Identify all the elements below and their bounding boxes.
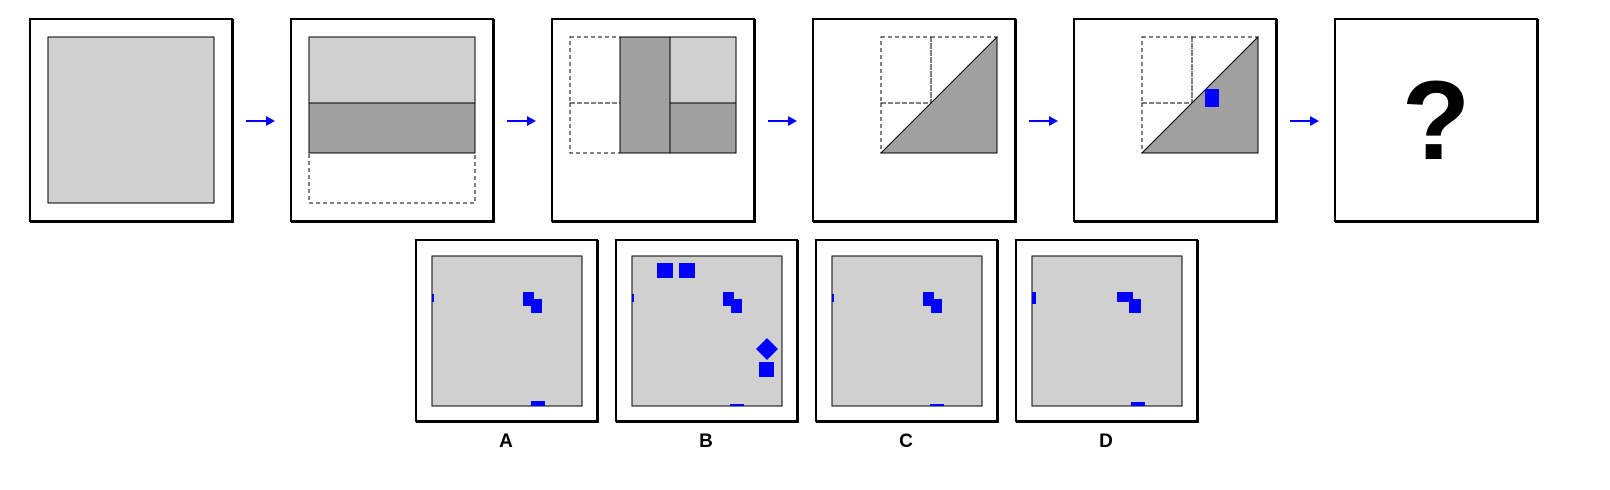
full-gray-square	[47, 36, 215, 204]
hole	[657, 263, 673, 278]
sequence-panel-question: ?	[1334, 18, 1538, 222]
hole	[931, 299, 942, 313]
option-d-label: D	[1099, 431, 1113, 452]
panel-4-figure	[879, 35, 998, 154]
sequence-panel-1	[29, 18, 233, 222]
punched-hole	[1205, 89, 1219, 107]
folded-triangle	[1140, 35, 1259, 154]
hole	[731, 299, 742, 313]
option-b-label: B	[699, 431, 713, 452]
hole	[759, 362, 774, 377]
hole	[923, 292, 934, 306]
hole	[723, 292, 734, 306]
hole	[432, 294, 434, 302]
folded-triangle	[879, 35, 998, 154]
panel-1-figure	[47, 36, 215, 204]
hole	[930, 404, 944, 406]
hole	[832, 294, 834, 302]
right-arrow-icon	[1290, 116, 1319, 126]
hole	[531, 299, 542, 313]
sequence-panel-2	[290, 18, 494, 222]
option-d-panel[interactable]	[1015, 239, 1198, 422]
option-c-figure	[831, 255, 983, 407]
right-arrow-icon	[768, 116, 797, 126]
right-dark-cell	[669, 102, 737, 154]
hole	[730, 404, 744, 406]
folded-away-outline	[308, 152, 476, 204]
hole	[632, 294, 634, 302]
top-light-band	[308, 36, 476, 104]
sequence-panel-3	[551, 18, 755, 222]
option-c-label: C	[899, 431, 913, 452]
hole	[756, 338, 778, 360]
right-arrow-icon	[1029, 116, 1058, 126]
sequence-panel-5	[1073, 18, 1277, 222]
option-b-figure	[631, 255, 783, 407]
hole	[679, 263, 695, 278]
option-a-label: A	[499, 431, 513, 452]
question-mark: ?	[1401, 57, 1471, 183]
panel-3-figure	[569, 36, 737, 154]
sequence-panel-4	[812, 18, 1016, 222]
option-b-panel[interactable]	[615, 239, 798, 422]
option-d-figure	[1031, 255, 1183, 407]
hole	[1131, 402, 1145, 406]
hole	[523, 292, 534, 306]
option-a-figure	[431, 255, 583, 407]
panel-5-figure	[1140, 35, 1259, 154]
right-arrow-icon	[246, 116, 275, 126]
hole	[1117, 292, 1133, 302]
hole	[1032, 292, 1036, 304]
option-a-panel[interactable]	[415, 239, 598, 422]
center-dark-column	[619, 36, 671, 154]
right-arrow-icon	[507, 116, 536, 126]
right-light-cell	[669, 36, 737, 104]
hole	[531, 401, 545, 406]
panel-2-figure	[308, 36, 476, 204]
middle-dark-band	[308, 102, 476, 154]
option-c-panel[interactable]	[815, 239, 998, 422]
hole	[1129, 299, 1141, 313]
